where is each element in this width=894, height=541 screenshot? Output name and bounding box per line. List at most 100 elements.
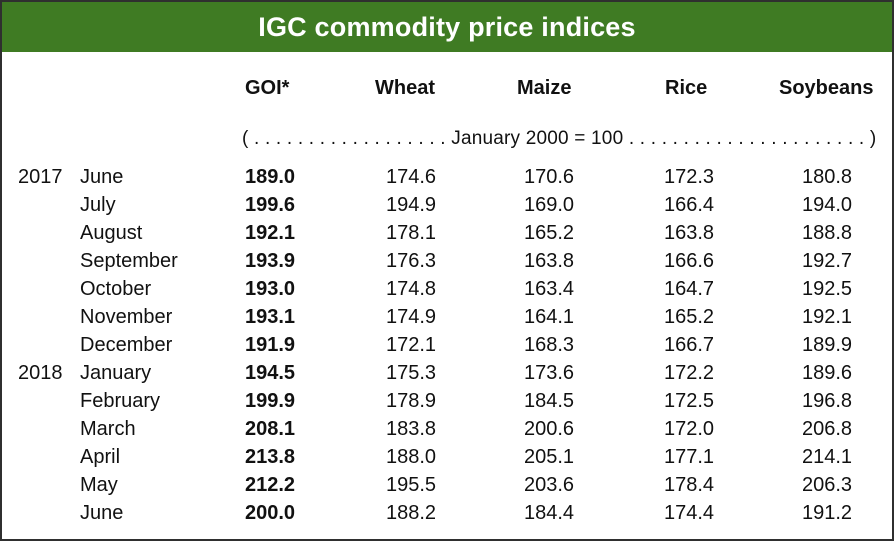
rice-value: 177.1 [664,446,715,468]
soybeans-column-header: Soybeans [779,77,874,99]
table-row: July 199.6 194.9 169.0 166.4 194.0 [2,191,892,219]
rice-column-header: Rice [665,77,708,99]
wheat-value: 195.5 [386,474,437,496]
goi-value: 193.9 [245,250,296,272]
table-row: May 212.2 195.5 203.6 178.4 206.3 [2,471,892,499]
goi-value: 193.0 [245,278,296,300]
wheat-value: 174.6 [386,166,437,188]
rice-value: 178.4 [664,474,715,496]
rice-value: 166.6 [664,250,715,272]
month-cell: February [80,390,161,412]
table-row: November 193.1 174.9 164.1 165.2 192.1 [2,303,892,331]
goi-value: 199.9 [245,390,296,412]
soybeans-value: 206.8 [802,418,853,440]
wheat-value: 183.8 [386,418,437,440]
table-row: August 192.1 178.1 165.2 163.8 188.8 [2,219,892,247]
month-cell: March [80,418,136,440]
wheat-column-header: Wheat [375,77,435,99]
soybeans-value: 180.8 [802,166,853,188]
goi-value: 213.8 [245,446,296,468]
maize-column-header: Maize [517,77,572,99]
rice-value: 172.3 [664,166,715,188]
table-row: April 213.8 188.0 205.1 177.1 214.1 [2,443,892,471]
month-cell: November [80,306,173,328]
month-cell: April [80,446,121,468]
soybeans-value: 189.6 [802,362,853,384]
rice-value: 172.5 [664,390,715,412]
maize-value: 170.6 [524,166,575,188]
maize-value: 169.0 [524,194,575,216]
table-row: 2017 June 189.0 174.6 170.6 172.3 180.8 [2,163,892,191]
goi-value: 200.0 [245,502,296,524]
rice-value: 166.7 [664,334,715,356]
rice-value: 163.8 [664,222,715,244]
goi-value: 193.1 [245,306,296,328]
wheat-value: 188.2 [386,502,437,524]
maize-value: 184.5 [524,390,575,412]
goi-value: 189.0 [245,166,296,188]
wheat-value: 174.9 [386,306,437,328]
rice-value: 164.7 [664,278,715,300]
maize-value: 173.6 [524,362,575,384]
month-cell: June [80,166,124,188]
soybeans-value: 196.8 [802,390,853,412]
month-cell: October [80,278,152,300]
soybeans-value: 194.0 [802,194,853,216]
soybeans-value: 192.1 [802,306,853,328]
table-row: December 191.9 172.1 168.3 166.7 189.9 [2,331,892,359]
maize-value: 184.4 [524,502,575,524]
rice-value: 174.4 [664,502,715,524]
year-cell: 2017 [18,166,63,188]
wheat-value: 178.9 [386,390,437,412]
month-cell: August [80,222,143,244]
rice-value: 172.0 [664,418,715,440]
year-cell: 2018 [18,362,63,384]
soybeans-value: 206.3 [802,474,853,496]
maize-value: 164.1 [524,306,575,328]
soybeans-value: 189.9 [802,334,853,356]
rice-value: 165.2 [664,306,715,328]
table-row: March 208.1 183.8 200.6 172.0 206.8 [2,415,892,443]
column-header-row: GOI* Wheat Maize Rice Soybeans [2,75,892,101]
goi-value: 199.6 [245,194,296,216]
soybeans-value: 188.8 [802,222,853,244]
month-cell: June [80,502,124,524]
table-row: June 200.0 188.2 184.4 174.4 191.2 [2,499,892,527]
wheat-value: 178.1 [386,222,437,244]
wheat-value: 175.3 [386,362,437,384]
month-cell: September [80,250,178,272]
wheat-value: 188.0 [386,446,437,468]
maize-value: 165.2 [524,222,575,244]
soybeans-value: 192.7 [802,250,853,272]
goi-value: 194.5 [245,362,296,384]
month-cell: January [80,362,152,384]
maize-value: 200.6 [524,418,575,440]
wheat-value: 172.1 [386,334,437,356]
soybeans-value: 214.1 [802,446,853,468]
wheat-value: 194.9 [386,194,437,216]
goi-value: 192.1 [245,222,296,244]
goi-value: 191.9 [245,334,296,356]
maize-value: 163.8 [524,250,575,272]
table-row: February 199.9 178.9 184.5 172.5 196.8 [2,387,892,415]
table-row: October 193.0 174.8 163.4 164.7 192.5 [2,275,892,303]
wheat-value: 176.3 [386,250,437,272]
soybeans-value: 191.2 [802,502,853,524]
maize-value: 205.1 [524,446,575,468]
maize-value: 163.4 [524,278,575,300]
goi-column-header: GOI* [245,77,290,99]
wheat-value: 174.8 [386,278,437,300]
table-row: 2018 January 194.5 175.3 173.6 172.2 189… [2,359,892,387]
soybeans-value: 192.5 [802,278,853,300]
base-period-note: ( . . . . . . . . . . . . . . . . . . Ja… [242,128,877,149]
rice-value: 166.4 [664,194,715,216]
maize-value: 168.3 [524,334,575,356]
maize-value: 203.6 [524,474,575,496]
rice-value: 172.2 [664,362,715,384]
table-row: September 193.9 176.3 163.8 166.6 192.7 [2,247,892,275]
month-cell: May [80,474,118,496]
goi-value: 208.1 [245,418,296,440]
goi-value: 212.2 [245,474,296,496]
month-cell: July [80,194,116,216]
